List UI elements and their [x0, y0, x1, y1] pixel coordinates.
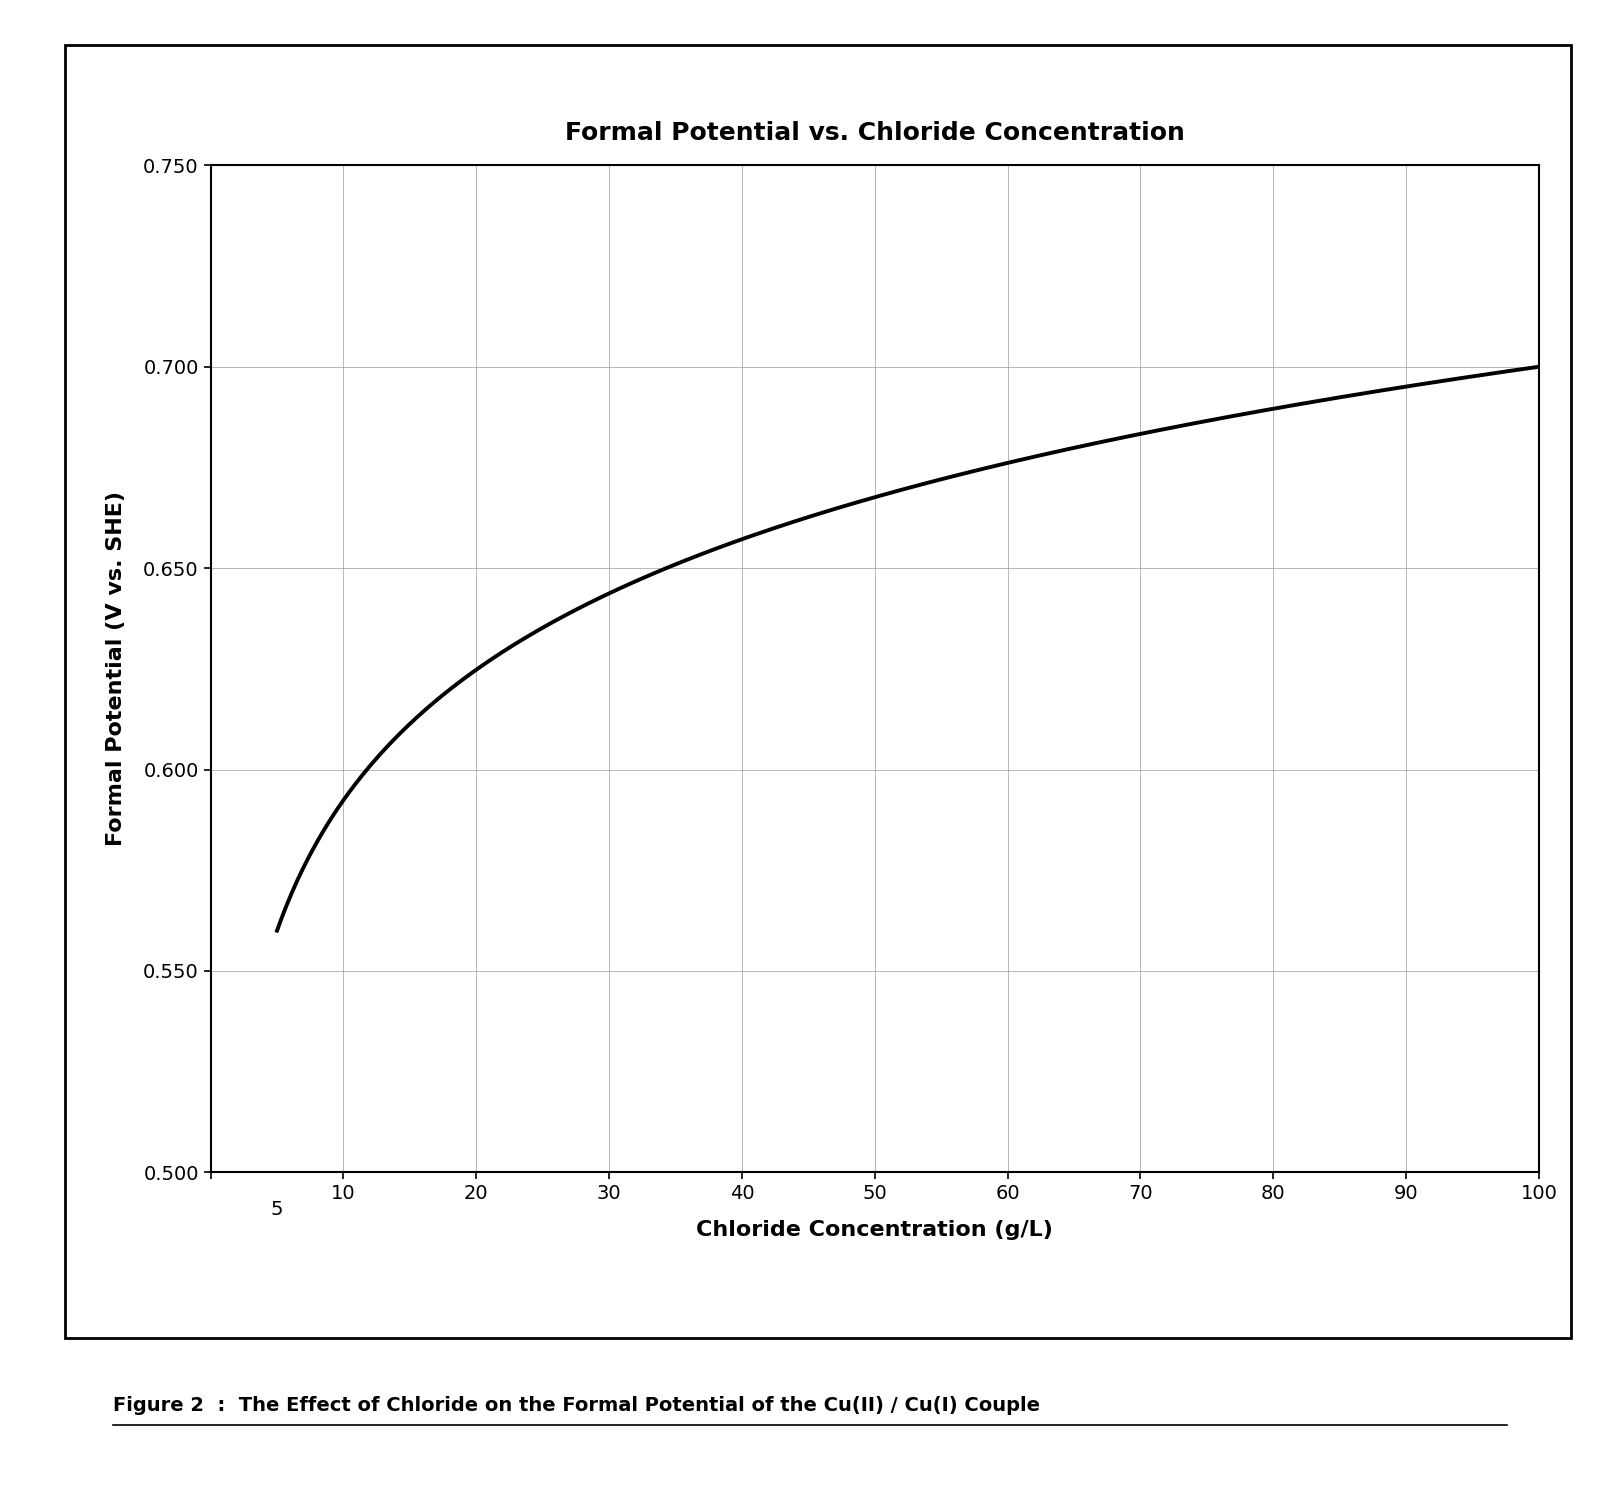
Text: 5: 5 — [271, 1199, 284, 1219]
Text: Figure 2  :  The Effect of Chloride on the Formal Potential of the Cu(II) / Cu(I: Figure 2 : The Effect of Chloride on the… — [113, 1396, 1040, 1414]
Title: Formal Potential vs. Chloride Concentration: Formal Potential vs. Chloride Concentrat… — [565, 122, 1184, 146]
Y-axis label: Formal Potential (V vs. SHE): Formal Potential (V vs. SHE) — [107, 491, 126, 846]
X-axis label: Chloride Concentration (g/L): Chloride Concentration (g/L) — [697, 1220, 1053, 1240]
